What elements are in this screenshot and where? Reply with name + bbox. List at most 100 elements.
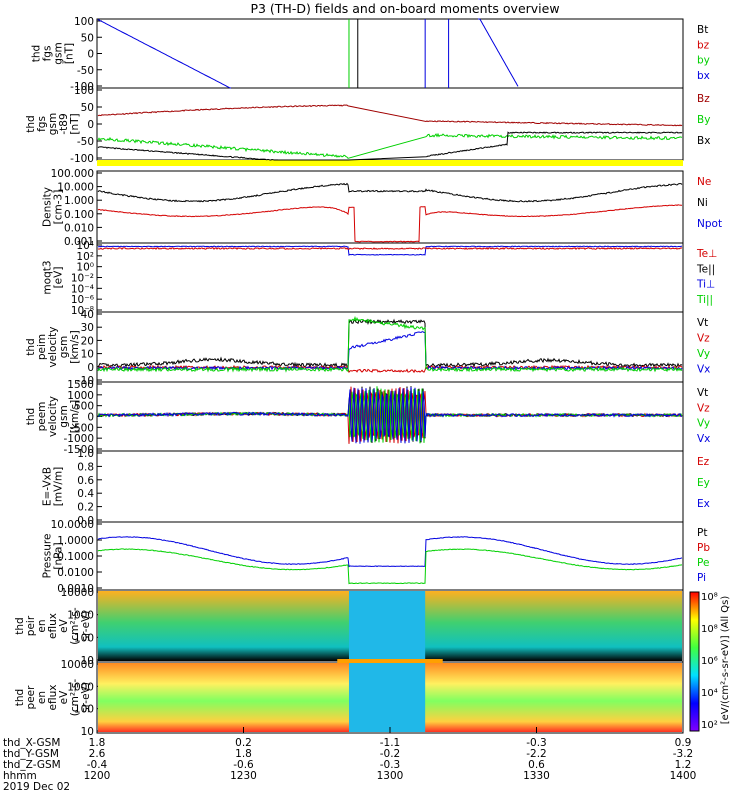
y-axis-label: [eV]: [53, 267, 65, 289]
y-axis-label: (cm²-s-: [69, 607, 81, 645]
y-axis-label: sr-eV): [80, 682, 92, 713]
y-axis-label: [nPa]: [53, 542, 65, 569]
bx-line: [478, 18, 519, 87]
y-axis-label: velocity: [47, 396, 59, 437]
y-tick-label: 10000: [61, 587, 94, 599]
legend-Pb: Pb: [697, 542, 710, 554]
legend-Vt: Vt: [697, 317, 708, 329]
legend-Pi: Pi: [697, 572, 706, 584]
y-tick-label: 100.000: [51, 168, 94, 180]
y-tick-label: 0: [87, 412, 94, 424]
y-tick-label: 1000: [67, 610, 94, 622]
legend-Pe: Pe: [697, 557, 709, 569]
legend-Te⊥: Te⊥: [696, 248, 717, 260]
x-tick-label: -0.4: [87, 759, 108, 771]
y-tick-label: -100: [70, 153, 94, 165]
colorbar-tick: 10⁴: [701, 688, 718, 699]
Pi-line: [97, 536, 683, 568]
y-tick-label: 10000: [61, 659, 94, 671]
panel-frame-7: [96, 521, 684, 591]
y-tick-label: 10: [81, 726, 94, 738]
y-axis-label: en: [36, 691, 48, 704]
Bx-line: [97, 131, 683, 161]
legend-Vt: Vt: [697, 387, 708, 399]
y-tick-label: 10⁻⁸: [71, 305, 94, 317]
Pe-line: [97, 548, 683, 585]
y-axis-label: thd: [25, 338, 37, 355]
y-tick-label: 1.0: [77, 448, 94, 460]
legend-Bz: Bz: [697, 93, 710, 105]
panel-frame-2: [96, 170, 684, 244]
y-axis-label: [km/s]: [69, 400, 81, 434]
y-tick-label: 20: [81, 335, 94, 347]
y-tick-label: 1500: [67, 379, 94, 391]
legend-Ni: Ni: [697, 197, 708, 209]
y-axis-label: eV: [58, 690, 70, 704]
Vt-line: [97, 318, 683, 369]
y-tick-label: 10.0000: [51, 519, 94, 531]
y-tick-label: 0.0: [77, 515, 94, 527]
By-line: [97, 132, 683, 159]
legend-Ti||: Ti||: [696, 294, 713, 306]
colorbar-tick: 10⁶: [701, 656, 718, 667]
Vy-line: [97, 315, 683, 373]
x-tick-label: -0.6: [233, 759, 254, 771]
y-tick-label: 100: [74, 704, 94, 716]
y-axis-label: velocity: [47, 326, 59, 367]
x-tick-label: 1300: [377, 770, 404, 782]
colorbar-tick: 10⁸: [701, 592, 718, 603]
legend-Te||: Te||: [696, 263, 715, 275]
y-tick-label: -50: [77, 136, 94, 148]
y-axis-label: gsm: [58, 336, 70, 358]
y-axis-label: thd: [25, 115, 37, 132]
y-axis-label: [mV/m]: [53, 467, 65, 506]
y-axis-label: peir: [25, 615, 37, 636]
x-tick-label: -3.2: [673, 748, 694, 760]
x-tick-label: 0.2: [235, 737, 252, 749]
x-tick-label: 1400: [670, 770, 697, 782]
y-axis-label: (cm²-s-: [69, 679, 81, 717]
y-axis-label: sr-eV): [80, 611, 92, 642]
x-tick-label: -1.1: [380, 737, 401, 749]
x-row-label: thd_Z-GSM: [3, 759, 61, 771]
y-axis-label: eflux: [47, 613, 59, 639]
y-tick-label: 10.000: [57, 182, 94, 194]
flag-bar: [97, 160, 683, 166]
x-tick-label: -0.3: [526, 737, 547, 749]
legend-Vz: Vz: [697, 402, 710, 414]
panel-frame-3: [96, 242, 684, 313]
y-tick-label: 0.100: [64, 209, 94, 221]
y-axis-label: eflux: [47, 685, 59, 711]
y-axis-label: [nT]: [69, 113, 81, 134]
y-tick-label: 50: [81, 32, 94, 44]
y-tick-label: -50: [77, 65, 94, 77]
Ne-line: [97, 204, 683, 243]
legend-Bx: Bx: [697, 135, 710, 147]
y-axis-label: -t89: [58, 113, 70, 134]
y-tick-label: 1.0000: [57, 535, 94, 547]
y-axis-label: E=-VxB: [42, 467, 54, 506]
y-axis-label: gsm: [47, 113, 59, 135]
legend-Ne: Ne: [697, 176, 711, 188]
y-axis-label: peem: [36, 402, 48, 432]
Te-line: [97, 247, 683, 250]
y-tick-label: 100: [74, 85, 94, 97]
x-tick-label: 1.8: [235, 748, 252, 760]
x-tick-label: 1.2: [675, 759, 692, 771]
y-tick-label: 10⁻⁴: [71, 283, 94, 295]
x-tick-label: -0.2: [380, 748, 401, 760]
legend-Vx: Vx: [697, 433, 710, 445]
legend-Vy: Vy: [697, 418, 710, 430]
Vx-line: [97, 331, 683, 371]
legend-bz: bz: [697, 39, 710, 51]
y-tick-label: 0.1000: [57, 551, 94, 563]
y-tick-label: 10: [81, 655, 94, 667]
y-axis-label: fgs: [36, 116, 48, 132]
Ni-line: [97, 182, 683, 203]
x-tick-label: 0.9: [675, 737, 692, 749]
y-tick-label: 100: [74, 632, 94, 644]
y-tick-label: 50: [81, 102, 94, 114]
Bz-line: [97, 104, 683, 127]
y-tick-label: 1.000: [64, 195, 94, 207]
